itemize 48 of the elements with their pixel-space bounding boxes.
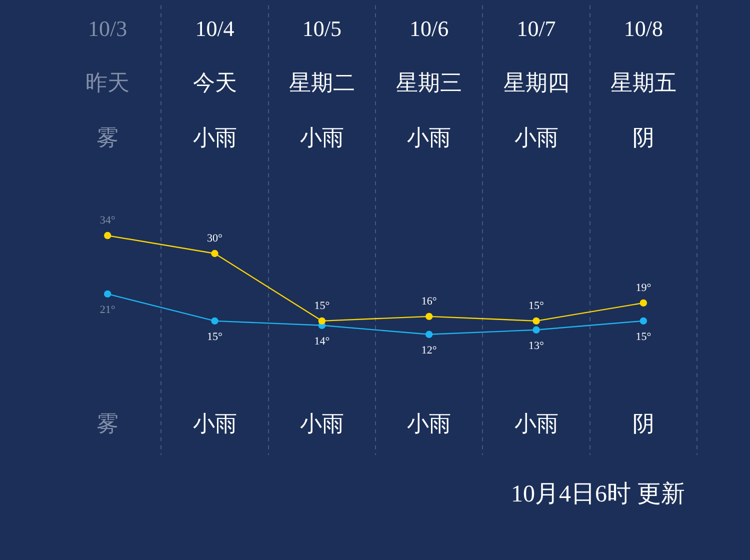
text: 阴	[632, 124, 654, 150]
data-label: 15°	[528, 300, 544, 312]
x-tick-label: 10/5	[302, 16, 342, 41]
text: 星期四	[503, 70, 570, 95]
text: 昨天	[86, 70, 130, 95]
point	[640, 299, 648, 307]
text: 雾	[96, 124, 119, 150]
x-tick-label: 10/7	[516, 16, 556, 41]
text: 小雨	[192, 124, 237, 150]
text: 10月4日6时 更新	[511, 480, 685, 508]
point	[318, 317, 326, 325]
point	[211, 317, 218, 325]
text: 星期二	[288, 70, 355, 95]
x-tick-label: 10/4	[195, 16, 234, 41]
data-label: 13°	[528, 340, 544, 352]
text: 阴	[632, 410, 654, 436]
x-tick-label: 10/3	[88, 16, 128, 41]
point	[211, 250, 218, 258]
text: 星期五	[610, 70, 676, 95]
point	[104, 290, 112, 298]
point	[425, 312, 433, 320]
x-tick-label: 10/8	[624, 16, 663, 41]
data-label: 30°	[207, 232, 222, 244]
text: 小雨	[192, 410, 237, 436]
text: 星期三	[396, 70, 462, 95]
data-label: 15°	[314, 300, 330, 312]
text: 小雨	[407, 124, 452, 150]
data-label: 34°	[100, 214, 116, 226]
text: 小雨	[514, 124, 558, 150]
text: 小雨	[407, 410, 452, 436]
text: 小雨	[300, 410, 344, 436]
data-label: 14°	[314, 335, 330, 348]
point	[532, 317, 540, 325]
point	[425, 330, 433, 338]
text: 小雨	[300, 124, 344, 150]
data-label: 19°	[636, 282, 652, 294]
point	[532, 326, 540, 334]
data-label: 15°	[207, 330, 222, 343]
data-label: 15°	[636, 330, 652, 343]
data-label: 16°	[421, 295, 437, 308]
text: 雾	[96, 410, 119, 436]
text: 小雨	[514, 410, 558, 436]
x-tick-label: 10/6	[410, 16, 449, 41]
data-label: 21°	[100, 304, 116, 316]
point	[640, 317, 648, 325]
data-label: 12°	[421, 344, 437, 356]
point	[104, 232, 112, 240]
text: 今天	[192, 70, 237, 95]
